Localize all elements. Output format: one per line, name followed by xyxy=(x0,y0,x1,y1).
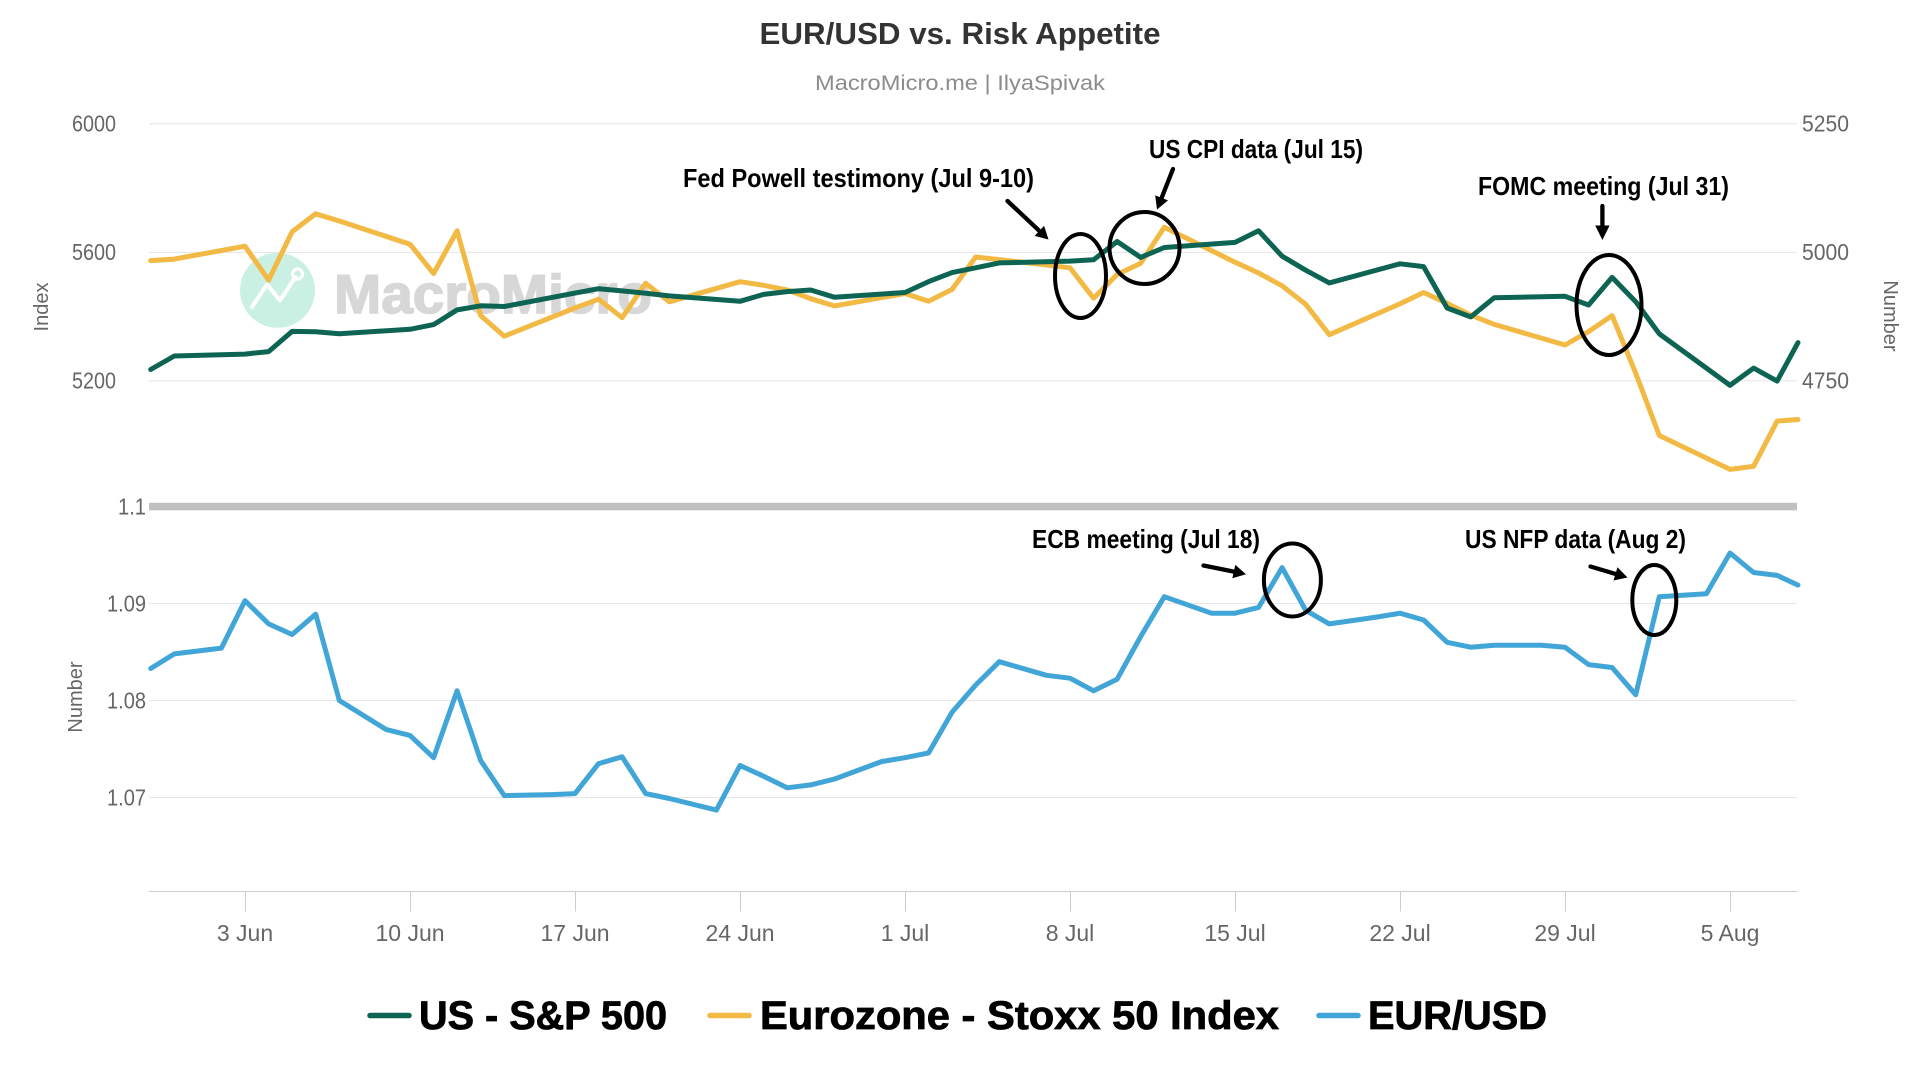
svg-text:5200: 5200 xyxy=(72,368,116,394)
svg-text:Number: Number xyxy=(65,661,87,732)
svg-text:EUR/USD vs. Risk Appetite: EUR/USD vs. Risk Appetite xyxy=(760,16,1161,51)
svg-text:3 Jun: 3 Jun xyxy=(217,920,273,946)
svg-text:5250: 5250 xyxy=(1802,111,1849,137)
svg-text:MacroMicro.me | IlyaSpivak: MacroMicro.me | IlyaSpivak xyxy=(815,72,1106,95)
svg-text:Eurozone - Stoxx 50 Index: Eurozone - Stoxx 50 Index xyxy=(760,994,1279,1038)
svg-text:Fed Powell testimony (Jul 9-10: Fed Powell testimony (Jul 9-10) xyxy=(683,163,1034,193)
svg-text:EUR/USD: EUR/USD xyxy=(1368,994,1547,1038)
svg-text:22 Jul: 22 Jul xyxy=(1369,920,1430,946)
svg-text:FOMC meeting (Jul 31): FOMC meeting (Jul 31) xyxy=(1478,171,1729,201)
svg-text:US CPI data (Jul 15): US CPI data (Jul 15) xyxy=(1149,134,1363,164)
svg-text:US NFP data (Aug 2): US NFP data (Aug 2) xyxy=(1465,524,1686,554)
svg-text:Index: Index xyxy=(31,283,53,332)
svg-text:US - S&P 500: US - S&P 500 xyxy=(419,994,667,1038)
svg-text:ECB meeting (Jul 18): ECB meeting (Jul 18) xyxy=(1032,524,1260,554)
svg-text:MacroMicro: MacroMicro xyxy=(334,263,652,325)
svg-text:1.09: 1.09 xyxy=(107,590,146,616)
svg-text:1 Jul: 1 Jul xyxy=(881,920,930,946)
svg-text:1.08: 1.08 xyxy=(107,687,146,713)
svg-text:5000: 5000 xyxy=(1802,239,1849,265)
svg-text:8 Jul: 8 Jul xyxy=(1046,920,1095,946)
svg-text:15 Jul: 15 Jul xyxy=(1204,920,1265,946)
svg-text:5 Aug: 5 Aug xyxy=(1701,920,1760,946)
svg-text:29 Jul: 29 Jul xyxy=(1534,920,1595,946)
svg-text:24 Jun: 24 Jun xyxy=(705,920,774,946)
svg-text:1.07: 1.07 xyxy=(107,784,146,810)
svg-text:17 Jun: 17 Jun xyxy=(540,920,609,946)
svg-text:4750: 4750 xyxy=(1802,368,1849,394)
svg-text:10 Jun: 10 Jun xyxy=(375,920,444,946)
svg-text:6000: 6000 xyxy=(72,111,116,137)
svg-text:1.1: 1.1 xyxy=(118,493,146,519)
svg-text:Number: Number xyxy=(1879,280,1901,351)
svg-text:5600: 5600 xyxy=(72,239,116,265)
